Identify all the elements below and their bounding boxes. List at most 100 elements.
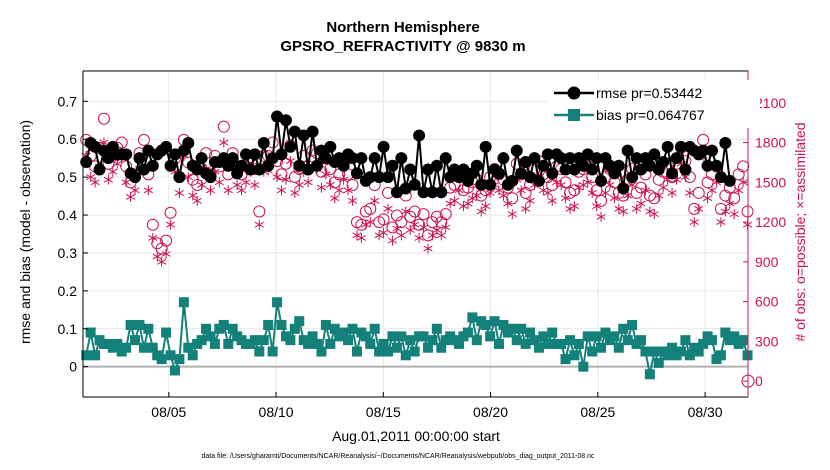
rmse-point (701, 159, 714, 172)
bias-point (178, 297, 189, 308)
y-axis-label: rmse and bias (model - observation) (17, 120, 33, 344)
bias-point (564, 335, 575, 346)
assimilated-obs-point (472, 190, 482, 201)
assimilated-obs-point (343, 185, 353, 196)
bias-point (187, 350, 198, 361)
bias-point (409, 346, 420, 357)
rmse-point (404, 163, 417, 176)
bias-point (272, 297, 283, 308)
bias-point (156, 354, 167, 365)
bias-point (436, 342, 447, 353)
possible-obs-point (253, 205, 266, 218)
assimilated-obs-point (560, 193, 571, 204)
assimilated-obs-point (339, 174, 349, 185)
assimilated-obs-point (347, 195, 358, 206)
assimilated-obs-point (112, 158, 122, 169)
rmse-point (279, 114, 292, 127)
assimilated-obs-point (640, 185, 651, 196)
assimilated-obs-point (157, 256, 167, 267)
assimilated-obs-point (729, 209, 739, 220)
possible-obs-point (346, 178, 359, 191)
y-right-tick-label: 600 (755, 294, 779, 310)
assimilated-obs-point (356, 232, 366, 243)
assimilated-obs-point (667, 187, 677, 198)
assimilated-obs-point (609, 193, 619, 204)
assimilated-obs-point (503, 198, 513, 209)
assimilated-obs-point (290, 187, 300, 198)
assimilated-obs-point (507, 209, 517, 220)
rmse-point (492, 167, 505, 180)
possible-obs-point (568, 184, 581, 197)
data-file-footnote: data file: /Users/gharamti/Documents/NCA… (201, 453, 595, 460)
assimilated-obs-point (126, 191, 136, 202)
y-tick-label: 0.7 (58, 93, 78, 109)
assimilated-obs-point (734, 185, 744, 196)
bias-point (307, 331, 318, 342)
bias-point (134, 319, 145, 330)
assimilated-obs-point (481, 201, 491, 212)
bias-point (578, 361, 589, 372)
bias-point (600, 327, 611, 338)
assimilated-obs-point (387, 235, 398, 246)
possible-obs-point (701, 176, 714, 189)
assimilated-obs-point (165, 219, 176, 230)
rmse-point (595, 174, 608, 187)
assimilated-obs-point (605, 179, 615, 190)
rmse-point (484, 178, 497, 191)
possible-obs-point (160, 234, 173, 247)
assimilated-obs-point (569, 201, 580, 212)
bias-point (511, 335, 522, 346)
bias-point (675, 346, 686, 357)
rmse-point (697, 144, 710, 157)
bias-point (254, 346, 265, 357)
bias-point (169, 365, 180, 376)
assimilated-obs-point (174, 187, 185, 198)
rmse-point (146, 159, 159, 172)
y-tick-label: 0.2 (58, 283, 78, 299)
assimilated-obs-point (685, 187, 695, 198)
bias-point (196, 335, 207, 346)
assimilated-obs-point (276, 185, 287, 196)
possible-obs-point (386, 221, 399, 234)
assimilated-obs-point (525, 195, 535, 206)
bias-point (698, 338, 709, 349)
assimilated-obs-point (631, 203, 642, 214)
bias-point (112, 338, 123, 349)
x-tick-label: 08/10 (259, 404, 294, 420)
rmse-point (306, 125, 319, 138)
possible-obs-point (408, 205, 421, 218)
rmse-point (541, 148, 554, 161)
bias-point (618, 323, 629, 334)
chart-title: Northern Hemisphere (326, 19, 479, 36)
bias-point (587, 346, 598, 357)
legend-bias-label: bias pr=0.064767 (596, 107, 705, 123)
legend-bias-marker (568, 109, 580, 121)
possible-obs-point (714, 202, 727, 215)
bias-point (649, 346, 660, 357)
rmse-point (204, 171, 217, 184)
possible-obs-point (217, 120, 230, 133)
assimilated-obs-point (285, 156, 295, 167)
assimilated-obs-point (405, 225, 415, 236)
rmse-point (160, 140, 173, 153)
bias-point (81, 350, 92, 361)
rmse-point (475, 178, 488, 191)
assimilated-obs-point (316, 182, 327, 193)
assimilated-obs-point (86, 172, 96, 183)
bias-point (667, 342, 678, 353)
bias-point (276, 319, 287, 330)
bias-point (471, 335, 482, 346)
bias-point (121, 342, 132, 353)
rmse-point (417, 186, 430, 199)
bias-point (258, 335, 269, 346)
assimilated-obs-point (219, 137, 229, 148)
assimilated-obs-point (543, 187, 553, 198)
rmse-point (506, 174, 519, 187)
bias-point (227, 323, 238, 334)
bias-point (729, 331, 740, 342)
bias-point (312, 338, 323, 349)
rmse-point (133, 152, 146, 165)
possible-obs-point (737, 160, 750, 173)
assimilated-obs-point (370, 195, 380, 206)
bias-point (569, 350, 580, 361)
